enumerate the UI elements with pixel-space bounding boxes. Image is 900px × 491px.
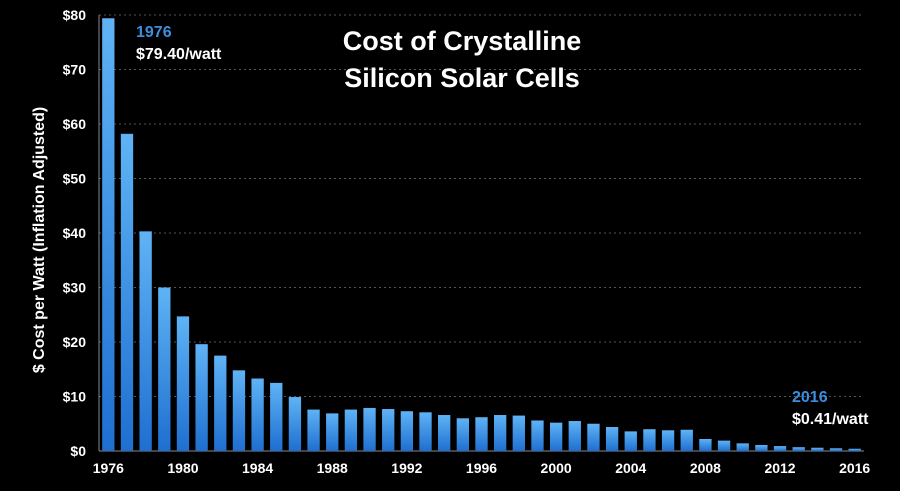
bar-1986: [288, 397, 302, 451]
bar-1996: [475, 417, 488, 451]
bar-2012: [773, 446, 787, 451]
bar-2014: [811, 447, 824, 451]
y-tick-label: $0: [70, 443, 86, 459]
bar-2011: [755, 445, 768, 451]
bar-2013: [792, 447, 805, 451]
bar-1995: [456, 418, 469, 451]
bar-1994: [438, 415, 451, 451]
y-tick-label: $40: [63, 225, 87, 241]
bar-1988: [326, 413, 339, 451]
x-tick-label: 2004: [615, 460, 646, 476]
y-tick-label: $10: [63, 389, 87, 405]
x-tick-label: 2008: [690, 460, 721, 476]
bar-2003: [605, 427, 619, 451]
bar-1976: [102, 18, 115, 452]
x-tick-label: 1980: [167, 460, 198, 476]
bar-1987: [307, 409, 320, 451]
bar-1983: [232, 370, 246, 451]
bar-1992: [400, 411, 414, 451]
bar-2000: [549, 422, 563, 451]
bar-1984: [251, 378, 264, 451]
x-tick-label: 1992: [391, 460, 422, 476]
bar-1977: [120, 133, 134, 451]
bar-2002: [587, 423, 600, 451]
bar-1990: [363, 407, 376, 451]
bar-1981: [195, 344, 208, 451]
bar-1993: [419, 412, 432, 451]
bar-1991: [382, 409, 395, 451]
bar-1989: [344, 409, 358, 451]
x-tick-label: 1988: [317, 460, 348, 476]
bar-2015: [829, 448, 843, 451]
annotation-end-value: $0.41/watt: [792, 411, 869, 428]
annotation-end-year: 2016: [792, 389, 828, 406]
bar-1979: [158, 287, 171, 451]
y-tick-label: $20: [63, 334, 87, 350]
y-tick-label: $60: [63, 116, 87, 132]
x-tick-label: 1984: [242, 460, 273, 476]
annotation-start-year: 1976: [136, 24, 172, 41]
bar-2008: [699, 439, 712, 451]
y-tick-label: $30: [63, 280, 87, 296]
bar-1982: [214, 355, 227, 451]
bar-1999: [531, 420, 544, 451]
bar-1978: [139, 231, 152, 451]
chart-title-line-1: Cost of Crystalline: [343, 26, 582, 56]
bar-2009: [717, 440, 731, 451]
bar-2016: [848, 448, 861, 451]
bars: [102, 18, 861, 452]
x-axis-ticks: 1976 1980 1984 1988 1992 1996 2000 2004 2008 2012…: [93, 460, 871, 476]
chart-title-line-2: Silicon Solar Cells: [344, 63, 580, 93]
y-tick-label: $80: [63, 7, 87, 23]
x-tick-label: 2016: [839, 460, 870, 476]
annotation-start-value: $79.40/watt: [136, 46, 222, 63]
x-tick-label: 1976: [93, 460, 124, 476]
bar-2007: [680, 429, 693, 451]
bar-2010: [736, 443, 749, 451]
y-axis-ticks: $0 $10 $20 $30 $40 $50 $60 $70 $80: [63, 7, 87, 459]
bar-1998: [512, 415, 525, 451]
bar-2006: [661, 430, 675, 451]
x-tick-label: 1996: [466, 460, 497, 476]
bar-2005: [643, 429, 656, 451]
bar-2004: [624, 431, 637, 451]
bar-1980: [176, 316, 190, 451]
y-tick-label: $70: [63, 62, 87, 78]
x-tick-label: 2012: [764, 460, 795, 476]
y-tick-label: $50: [63, 171, 87, 187]
y-axis-label: $ Cost per Watt (Inflation Adjusted): [31, 107, 48, 373]
bar-1985: [270, 382, 283, 451]
x-tick-label: 2000: [541, 460, 572, 476]
bar-2001: [568, 421, 581, 451]
bar-1997: [494, 415, 507, 451]
